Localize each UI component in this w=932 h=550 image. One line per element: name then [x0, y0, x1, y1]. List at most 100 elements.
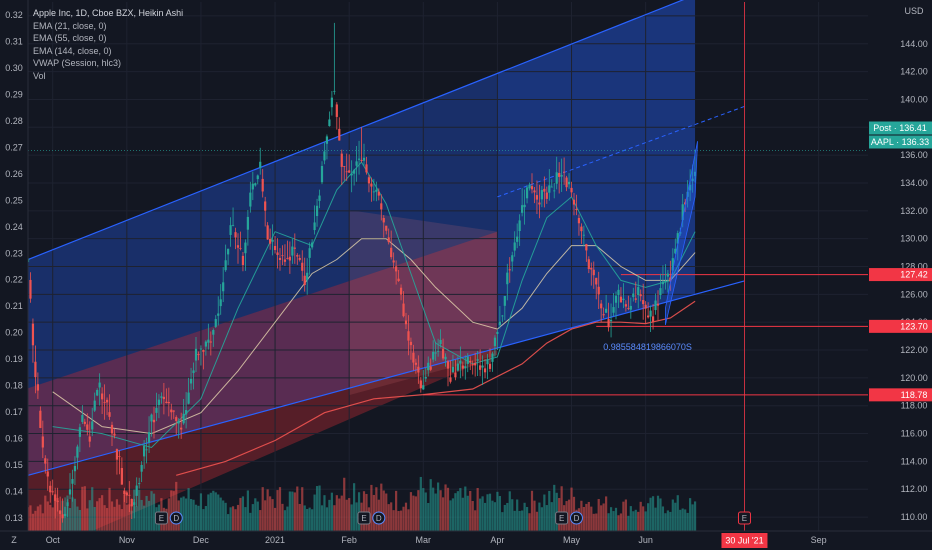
volume-bar — [135, 506, 138, 531]
horizontal-levels[interactable] — [423, 274, 868, 396]
legend-vol[interactable]: Vol — [33, 70, 46, 81]
volume-bar — [353, 483, 356, 531]
volume-bar — [553, 484, 556, 531]
volume-bar — [429, 479, 432, 531]
volume-bar — [540, 507, 543, 531]
volume-bar — [130, 510, 133, 531]
right-price-axis[interactable]: USD144.00142.00140.00138.00136.00134.001… — [868, 0, 932, 550]
volume-bar — [511, 499, 514, 531]
legend-title[interactable]: Apple Inc, 1D, Cboe BZX, Heikin Ashi — [33, 8, 184, 18]
volume-bar — [199, 493, 203, 531]
price-badge[interactable] — [869, 121, 932, 135]
price-badge[interactable] — [869, 135, 932, 149]
candle-body — [397, 278, 400, 281]
volume-bar — [93, 506, 96, 531]
dividend-marker-label: D — [173, 514, 179, 523]
candle-body — [535, 195, 539, 200]
candle-body — [214, 319, 217, 327]
volume-bar — [234, 509, 237, 531]
volume-bar — [649, 497, 652, 531]
time-axis[interactable]: Z Oct Nov Dec 2021 Feb Mar Apr May Jun 30 Jul '21 S… — [0, 530, 932, 550]
earnings-marker-icon[interactable] — [357, 511, 371, 525]
candle-body — [587, 259, 590, 270]
channel-lines[interactable] — [27, 0, 868, 531]
legend-ema144[interactable]: EMA (144, close, 0) — [33, 45, 112, 56]
level-badge[interactable] — [869, 268, 932, 282]
earnings-marker-icon[interactable] — [154, 511, 168, 525]
left-tick-label: 0.23 — [5, 248, 23, 258]
volume-bar — [328, 499, 331, 531]
volume-bar — [518, 510, 521, 531]
volume-bar — [236, 504, 240, 531]
volume-bar — [88, 500, 91, 531]
volume-bar — [582, 506, 585, 531]
candle-body — [143, 446, 146, 457]
candle-body — [120, 468, 123, 485]
channel-red-region — [28, 231, 498, 550]
candle-body — [202, 349, 205, 352]
volume-bar — [639, 501, 642, 531]
candle-body — [301, 262, 304, 271]
volume-bar — [283, 510, 287, 531]
candle-body — [68, 489, 72, 495]
channel-upper-line[interactable] — [27, 0, 695, 261]
candle-body — [476, 359, 479, 361]
candle-body — [454, 372, 457, 378]
candle-body — [585, 244, 588, 251]
dividend-marker-icon[interactable] — [169, 511, 183, 525]
legend-vwap[interactable]: VWAP (Session, hlc3) — [33, 58, 122, 68]
candle-body — [249, 192, 252, 207]
left-tick-label: 0.25 — [5, 195, 23, 205]
left-price-axis[interactable]: 0.32 0.31 0.30 0.29 0.28 0.27 0.26 0.25 0.24 0.23… — [0, 0, 29, 550]
candle-body — [187, 392, 190, 404]
left-tick-label: 0.17 — [5, 407, 23, 417]
candle-body — [644, 304, 647, 309]
volume-bar — [83, 486, 86, 531]
candle-body — [219, 299, 222, 307]
dividend-marker-icon[interactable] — [372, 511, 386, 525]
legend-ema55[interactable]: EMA (55, close, 0) — [33, 33, 107, 43]
candle-body — [459, 360, 462, 364]
candle-body — [538, 202, 541, 205]
level-badge[interactable] — [869, 388, 932, 402]
candle-body — [212, 330, 215, 335]
left-tick-label: 0.26 — [5, 169, 23, 179]
candle-body — [180, 427, 183, 430]
candle-body — [88, 436, 91, 442]
volume-bar — [679, 509, 682, 531]
volume-bar — [560, 486, 563, 531]
candle-body — [572, 199, 576, 205]
left-tick-label: 0.16 — [5, 433, 23, 443]
volume-bar — [619, 513, 623, 531]
candle-body — [567, 181, 571, 185]
volume-bar — [617, 515, 620, 531]
candle-body — [254, 183, 257, 186]
dividend-marker-icon[interactable] — [569, 511, 583, 525]
volume-bar — [437, 482, 440, 531]
ema-lines — [52, 161, 696, 476]
level-badge[interactable] — [869, 319, 932, 333]
candle-body — [49, 485, 52, 493]
channel-lower-line[interactable] — [27, 280, 745, 476]
volume-bar — [634, 509, 637, 531]
candle-body — [86, 424, 89, 430]
date-badge[interactable] — [721, 533, 768, 548]
volume-bar — [498, 496, 501, 531]
legend-ema21[interactable]: EMA (21, close, 0) — [33, 20, 107, 31]
candle-body — [464, 366, 467, 369]
candle-body — [402, 303, 405, 317]
candle-body — [676, 233, 679, 244]
candle-body — [182, 413, 185, 424]
earnings-marker-icon[interactable] — [737, 511, 751, 525]
volume-bar — [78, 509, 81, 531]
channel-mid-dashed-line[interactable] — [497, 105, 745, 198]
volume-bar — [439, 490, 442, 531]
volume-bar — [128, 504, 131, 531]
left-tick-label: 0.21 — [5, 301, 23, 311]
candle-body — [246, 216, 249, 230]
candle-body — [293, 247, 296, 249]
volume-bar — [345, 499, 348, 531]
earnings-marker-icon[interactable] — [555, 511, 569, 525]
